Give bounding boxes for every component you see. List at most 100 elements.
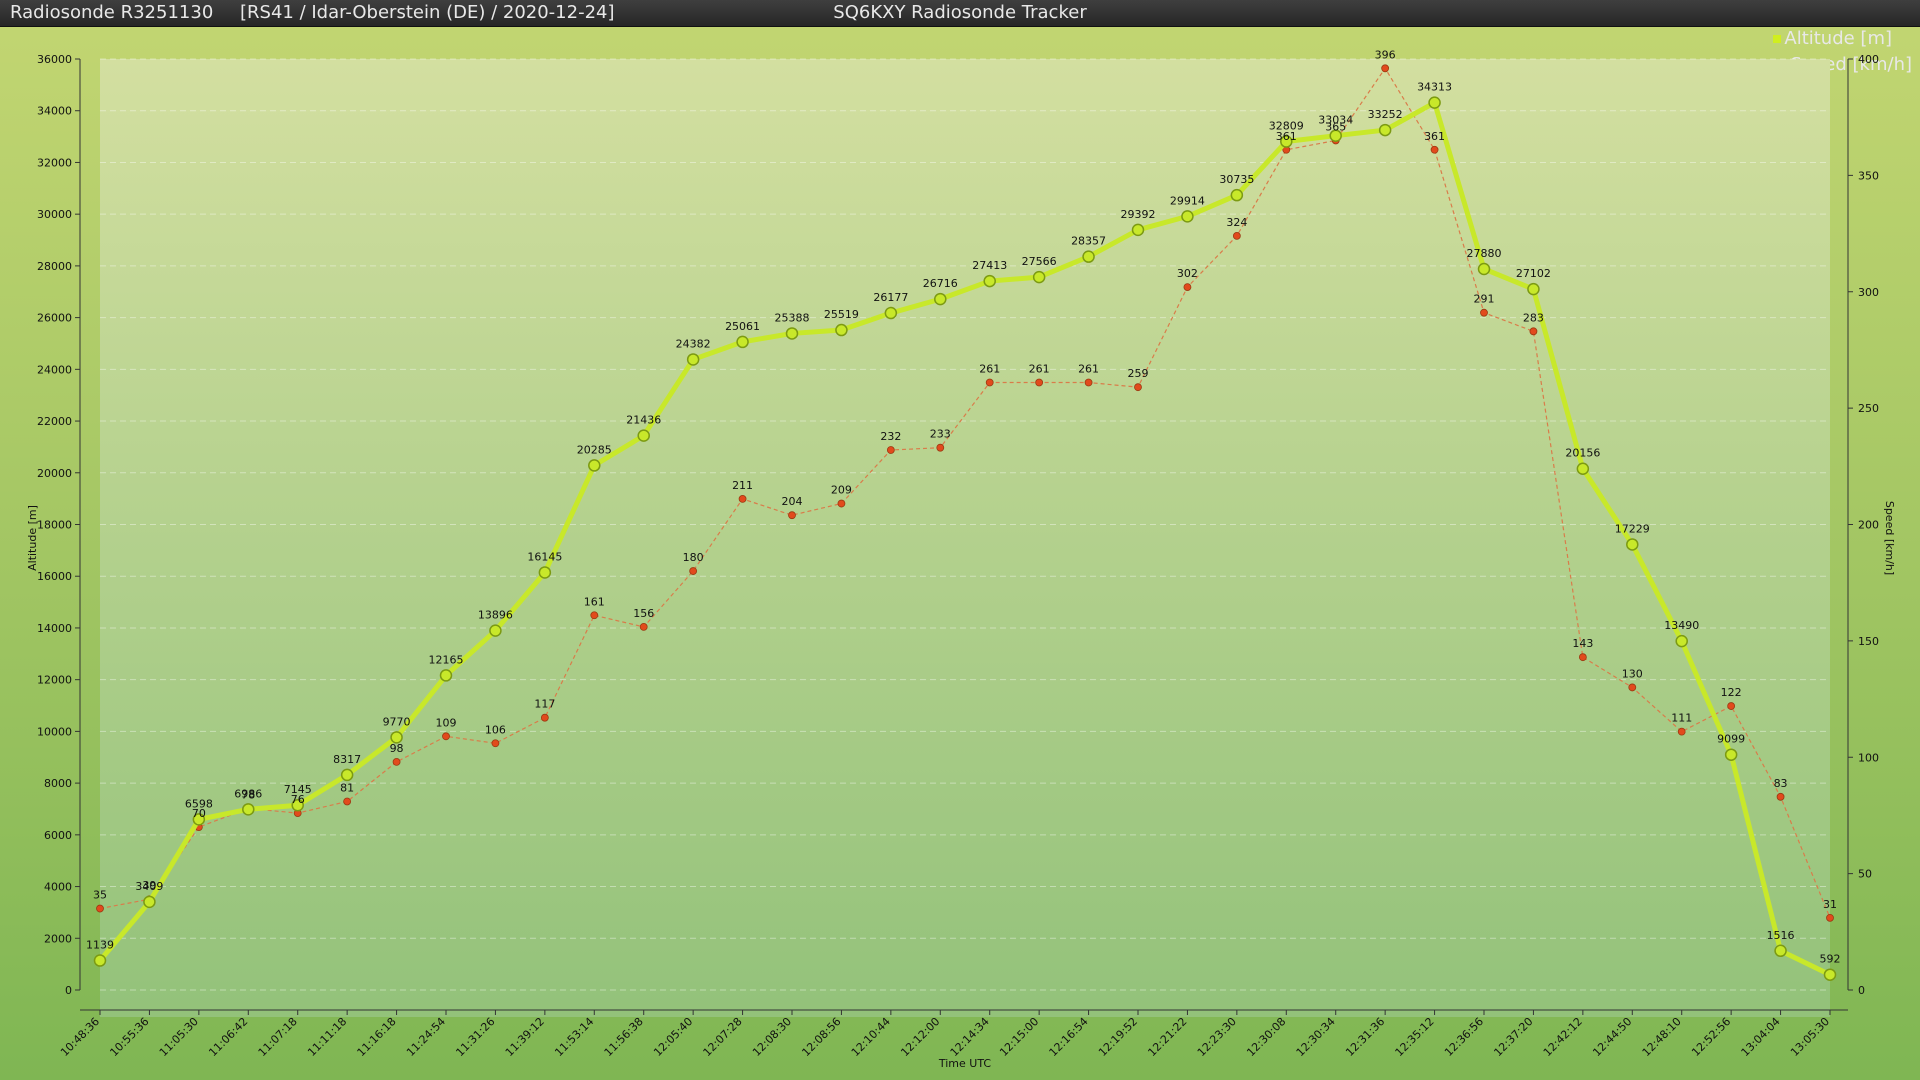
x-tick-label: 12:30:08 bbox=[1244, 1015, 1288, 1059]
speed-series[interactable] bbox=[96, 64, 1834, 922]
altitude-point bbox=[1823, 968, 1837, 981]
x-tick-label: 12:52:56 bbox=[1689, 1015, 1733, 1059]
y-tick-label: 4000 bbox=[44, 881, 72, 894]
speed-value-label: 83 bbox=[1774, 777, 1788, 790]
speed-point bbox=[1826, 913, 1834, 922]
speed-value-label: 35 bbox=[93, 889, 107, 902]
data-labels: 35 39 70 78 76 81 98 109 106 117 161 156 180 211 204 20… bbox=[86, 48, 1841, 965]
speed-value-label: 98 bbox=[390, 742, 404, 755]
altitude-point bbox=[439, 669, 453, 682]
y2-tick-label: 100 bbox=[1858, 751, 1879, 764]
speed-point bbox=[1381, 64, 1390, 73]
altitude-value-label: 32809 bbox=[1269, 120, 1304, 133]
speed-point bbox=[1480, 308, 1488, 317]
altitude-point bbox=[1428, 96, 1441, 109]
speed-value-label: 261 bbox=[1078, 363, 1099, 376]
y2-tick-label: 400 bbox=[1858, 53, 1879, 66]
altitude-series[interactable] bbox=[93, 96, 1837, 981]
app-title: SQ6KXY Radiosonde Tracker bbox=[833, 2, 1087, 23]
x-tick-label: 12:48:10 bbox=[1640, 1015, 1684, 1059]
x-tick-label: 12:15:00 bbox=[997, 1015, 1041, 1059]
altitude-swatch-icon bbox=[1773, 35, 1782, 43]
speed-value-label: 233 bbox=[930, 428, 951, 441]
y-tick-label: 8000 bbox=[44, 777, 72, 790]
altitude-value-label: 13896 bbox=[478, 609, 513, 622]
y-tick-label: 24000 bbox=[37, 363, 72, 376]
altitude-point bbox=[1774, 944, 1787, 958]
altitude-point bbox=[1181, 210, 1194, 223]
speed-point bbox=[1430, 145, 1439, 154]
x-tick-label: 13:05:30 bbox=[1788, 1015, 1832, 1059]
speed-value-label: 39 bbox=[142, 879, 156, 892]
altitude-value-label: 27880 bbox=[1467, 247, 1502, 260]
y-tick-label: 22000 bbox=[37, 415, 72, 428]
x-tick-label: 12:44:50 bbox=[1590, 1015, 1634, 1059]
legend-altitude[interactable]: Altitude [m] bbox=[1773, 28, 1892, 49]
altitude-value-label: 29392 bbox=[1121, 208, 1156, 221]
speed-value-label: 78 bbox=[241, 788, 255, 801]
y2-tick-label: 50 bbox=[1858, 868, 1872, 881]
x-tick-label: 11:39:12 bbox=[503, 1015, 547, 1059]
x-tick-label: 12:19:52 bbox=[1096, 1015, 1140, 1059]
altitude-value-label: 12165 bbox=[429, 653, 464, 666]
altitude-point bbox=[1329, 129, 1342, 142]
speed-value-label: 117 bbox=[534, 698, 555, 711]
y-tick-label: 26000 bbox=[37, 312, 72, 325]
altitude-point bbox=[736, 335, 749, 349]
altitude-value-label: 7145 bbox=[284, 783, 312, 796]
title-bar: Radiosonde R3251130 [RS41 / Idar-Oberste… bbox=[0, 0, 1920, 75]
speed-point bbox=[96, 904, 104, 913]
altitude-value-label: 27413 bbox=[972, 259, 1007, 272]
y-tick-label: 30000 bbox=[37, 208, 72, 221]
x-tick-label: 11:16:18 bbox=[355, 1015, 399, 1059]
speed-value-label: 70 bbox=[192, 807, 206, 820]
speed-value-label: 111 bbox=[1671, 712, 1692, 725]
altitude-point bbox=[835, 323, 848, 337]
altitude-point bbox=[1675, 634, 1688, 648]
y-tick-label: 10000 bbox=[37, 725, 72, 738]
altitude-point bbox=[1626, 538, 1639, 551]
x-tick-label: 11:11:18 bbox=[305, 1015, 349, 1059]
y2-axis-label: Speed [km/h] bbox=[1883, 501, 1896, 575]
speed-point bbox=[590, 611, 599, 620]
x-tick-label: 11:56:38 bbox=[602, 1015, 646, 1059]
x-tick-label: 12:30:34 bbox=[1294, 1015, 1338, 1059]
x-tick-label: 12:36:56 bbox=[1442, 1015, 1486, 1059]
speed-value-label: 143 bbox=[1572, 637, 1593, 650]
speed-point bbox=[1727, 702, 1736, 710]
speed-point bbox=[985, 378, 994, 387]
speed-value-label: 259 bbox=[1128, 367, 1149, 380]
x-tick-label: 12:23:30 bbox=[1195, 1015, 1239, 1059]
speed-value-label: 204 bbox=[782, 495, 803, 508]
altitude-point bbox=[934, 292, 947, 306]
speed-value-label: 291 bbox=[1474, 293, 1495, 306]
speed-point bbox=[837, 499, 846, 508]
x-tick-label: 11:53:14 bbox=[552, 1015, 596, 1059]
x-tick-label: 11:31:26 bbox=[453, 1015, 497, 1059]
x-tick-label: 11:06:42 bbox=[206, 1015, 250, 1059]
x-tick-label: 12:10:44 bbox=[849, 1015, 893, 1059]
altitude-point bbox=[785, 327, 799, 340]
speed-point bbox=[540, 713, 549, 722]
x-tick-label: 12:12:00 bbox=[898, 1015, 942, 1059]
altitude-value-label: 8317 bbox=[333, 753, 361, 766]
speed-point bbox=[639, 623, 648, 631]
altitude-point bbox=[390, 731, 403, 744]
y-tick-label: 16000 bbox=[37, 570, 72, 583]
altitude-value-label: 34313 bbox=[1417, 81, 1452, 94]
x-tick-label: 13:04:04 bbox=[1739, 1015, 1783, 1059]
y-tick-label: 20000 bbox=[37, 467, 72, 480]
altitude-value-label: 9770 bbox=[383, 715, 411, 728]
speed-line bbox=[99, 67, 1831, 919]
y-tick-label: 28000 bbox=[37, 260, 72, 273]
speed-point bbox=[392, 758, 401, 766]
altitude-value-label: 21436 bbox=[626, 414, 661, 427]
radiosonde-id: Radiosonde R3251130 bbox=[10, 2, 214, 23]
speed-point bbox=[1776, 792, 1785, 801]
y-tick-label: 36000 bbox=[37, 53, 72, 66]
x-tick-label: 12:08:56 bbox=[799, 1015, 843, 1059]
altitude-point bbox=[1082, 250, 1095, 263]
speed-value-label: 361 bbox=[1276, 130, 1297, 143]
grid bbox=[100, 58, 1830, 991]
speed-point bbox=[1035, 378, 1044, 387]
